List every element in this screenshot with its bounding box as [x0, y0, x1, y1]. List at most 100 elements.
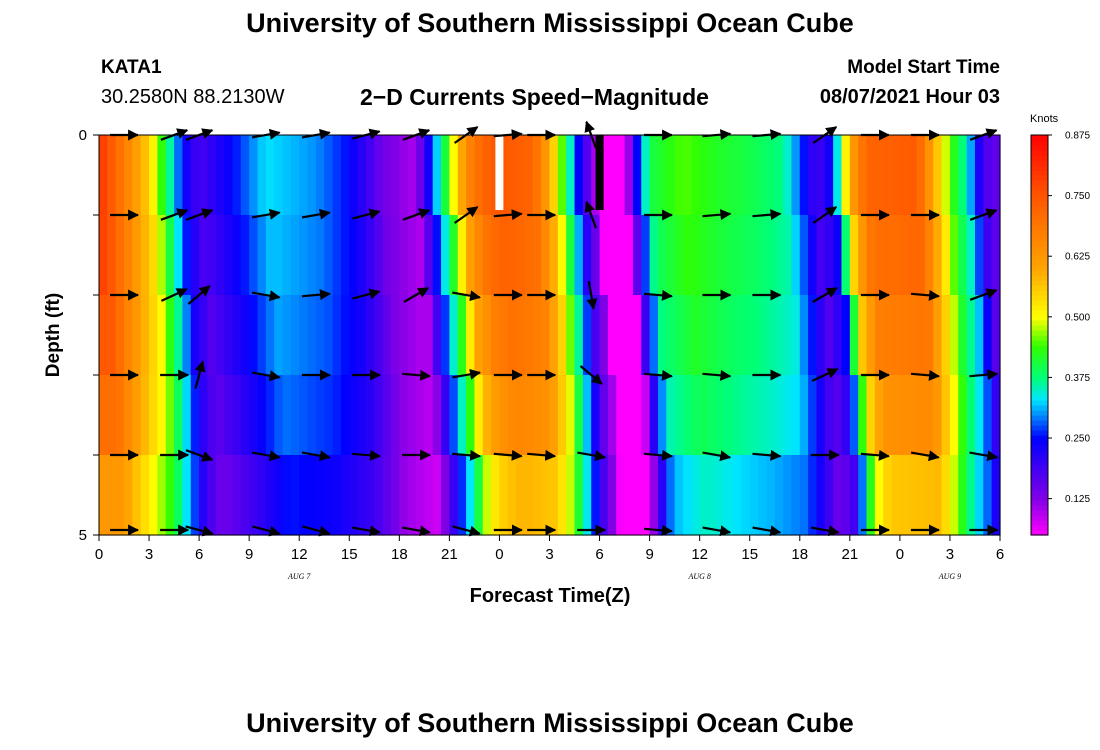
heatmap-cell [390, 135, 400, 216]
heatmap-cell [599, 455, 609, 536]
heatmap-cell [866, 455, 876, 536]
heatmap-cell [140, 455, 150, 536]
colorbar-segment [1031, 520, 1048, 526]
heatmap-cell [290, 215, 300, 296]
heatmap-cell [474, 455, 484, 536]
heatmap-cell [908, 295, 918, 376]
current-vector-arrow [586, 281, 598, 310]
x-tick-label: 0 [95, 546, 103, 563]
heatmap-cell [474, 375, 484, 456]
heatmap-cell [541, 295, 551, 376]
heatmap-cell [816, 375, 826, 456]
colorbar-segment [1031, 310, 1048, 316]
colorbar-segment [1031, 330, 1048, 336]
heatmap-cell [741, 215, 751, 296]
heatmap-cell [841, 375, 851, 456]
heatmap-cell [332, 295, 342, 376]
heatmap-cell [858, 295, 868, 376]
heatmap-cell [516, 135, 526, 216]
heatmap-cell [574, 295, 584, 376]
heatmap-cell [607, 295, 617, 376]
colorbar-segment [1031, 400, 1048, 406]
x-tick-label: 9 [645, 546, 653, 563]
current-vector-arrow [452, 290, 481, 302]
heatmap-cell [758, 215, 767, 296]
heatmap-cell [599, 135, 609, 216]
heatmap-cell [949, 375, 959, 456]
heatmap-cell [507, 375, 517, 456]
current-vector-arrow [702, 209, 732, 221]
heatmap-cell [799, 455, 809, 536]
colorbar-segment [1031, 350, 1048, 356]
heatmap-cell [357, 455, 367, 536]
heatmap-cell [741, 455, 751, 536]
heatmap-cell [532, 215, 542, 296]
heatmap-cell [449, 295, 459, 376]
heatmap-cell [299, 375, 309, 456]
colorbar-segment [1031, 150, 1048, 156]
heatmap-cell [374, 455, 384, 536]
heatmap-cell [774, 455, 784, 536]
heatmap-cell [899, 215, 909, 296]
heatmap-cell [299, 455, 309, 536]
heatmap-cell [791, 455, 801, 536]
colorbar-segment [1031, 250, 1048, 256]
heatmap-cell [340, 295, 350, 376]
heatmap-cell [99, 135, 108, 216]
heatmap-cell [699, 135, 709, 216]
heatmap-cell [841, 135, 851, 216]
heatmap-cell [924, 135, 934, 216]
heatmap-cell [457, 215, 467, 296]
heatmap-cell [441, 375, 450, 456]
heatmap-cell [207, 455, 217, 536]
heatmap-cell [699, 455, 709, 536]
colorbar-segment [1031, 375, 1048, 381]
heatmap-cell [190, 295, 200, 376]
heatmap-cell [749, 375, 759, 456]
current-vector-arrow [251, 208, 281, 220]
heatmap-cell [666, 215, 676, 296]
heatmap-cell [399, 295, 409, 376]
heatmap-cell [399, 375, 409, 456]
heatmap-cell [332, 455, 342, 536]
heatmap-cell [849, 455, 859, 536]
heatmap-cell [924, 295, 934, 376]
heatmap-cell [991, 135, 1001, 216]
heatmap-cell [783, 135, 793, 216]
heatmap-cell [357, 295, 367, 376]
heatmap-cell [482, 295, 492, 376]
heatmap-cell [416, 455, 425, 536]
heatmap-cell [808, 215, 818, 296]
current-vector-arrow [577, 450, 607, 462]
heatmap-cell [716, 455, 726, 536]
heatmap-cell [566, 215, 576, 296]
colorbar-segment [1031, 440, 1048, 446]
heatmap-cell [816, 455, 826, 536]
heatmap-cell [315, 455, 325, 536]
heatmap-cell [507, 135, 517, 216]
colorbar-tick-label: 0.750 [1065, 191, 1090, 202]
heatmap-cell [616, 135, 626, 216]
heatmap-cell [457, 135, 467, 216]
heatmap-cell [524, 135, 534, 216]
heatmap-cell [432, 375, 442, 456]
colorbar-segment [1031, 205, 1048, 211]
heatmap-cell [733, 135, 742, 216]
heatmap-cell [933, 375, 943, 456]
heatmap-cell [499, 375, 509, 456]
heatmap-cell [632, 295, 642, 376]
colorbar-segment [1031, 530, 1048, 536]
heatmap-cell [491, 375, 501, 456]
heatmap-cell [657, 215, 667, 296]
heatmap-cell [958, 295, 968, 376]
heatmap-cell [132, 295, 142, 376]
heatmap-cell [557, 375, 567, 456]
heatmap-cell [649, 375, 659, 456]
heatmap-cell [174, 375, 184, 456]
heatmap-cell [716, 135, 726, 216]
heatmap-cell [207, 375, 217, 456]
heatmap-cell [407, 135, 417, 216]
x-tick-label: 12 [691, 546, 708, 563]
heatmap-cell [949, 215, 959, 296]
heatmap-cell [507, 455, 517, 536]
